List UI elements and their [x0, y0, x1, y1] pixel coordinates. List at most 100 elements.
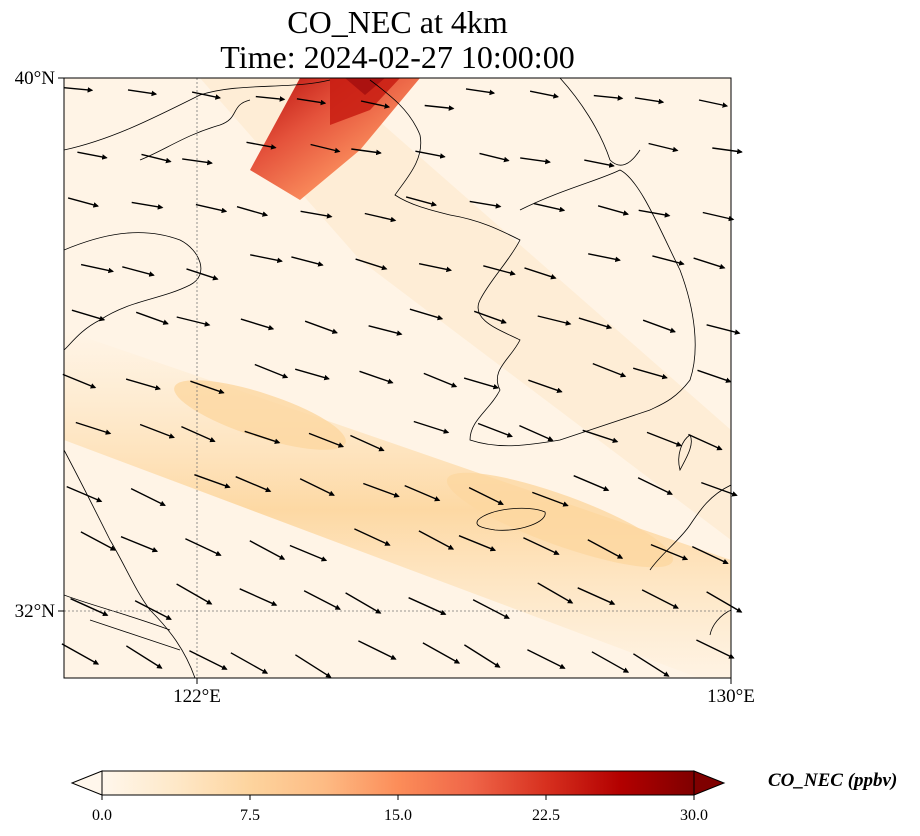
- wind-vector: [588, 253, 621, 263]
- wind-vector: [300, 210, 333, 219]
- wind-vector: [458, 535, 497, 552]
- colorbar: 0.0 7.5 15.0 22.5 30.0: [70, 770, 726, 824]
- concentration-field: [64, 78, 731, 678]
- wind-vector: [404, 484, 441, 502]
- wind-vector: [63, 87, 94, 93]
- wind-vector: [582, 429, 619, 443]
- wind-vector: [477, 422, 513, 438]
- wind-vector: [634, 97, 665, 105]
- lon-tick-130e: 130°E: [707, 686, 755, 707]
- wind-vector: [465, 88, 496, 96]
- wind-vector: [688, 433, 723, 451]
- wind-vector: [191, 91, 221, 100]
- colorbar-tick-0: 0.0: [92, 807, 112, 824]
- wind-vector: [194, 474, 231, 489]
- wind-vector: [464, 644, 501, 668]
- wind-vector: [255, 95, 286, 102]
- colorbar-extend-high: [693, 770, 726, 796]
- lat-tick-32n: 32°N: [15, 601, 56, 622]
- wind-vector: [127, 89, 158, 97]
- wind-vector: [239, 588, 278, 606]
- gridlines: [64, 78, 731, 678]
- wind-vector: [691, 545, 729, 565]
- wind-vector: [578, 317, 613, 330]
- wind-vector: [236, 206, 269, 217]
- wind-vector: [189, 650, 228, 670]
- wind-vector: [573, 475, 610, 492]
- wind-vector: [405, 196, 437, 207]
- wind-vector: [520, 157, 551, 165]
- wind-vector: [354, 528, 391, 546]
- wind-vector: [693, 257, 726, 270]
- wind-vector: [77, 151, 108, 160]
- wind-vector: [249, 540, 286, 560]
- wind-vector: [364, 212, 397, 223]
- wind-vector: [235, 476, 272, 493]
- wind-vector: [469, 200, 502, 209]
- wind-vector: [182, 158, 213, 166]
- wind-vector: [66, 485, 103, 503]
- wind-vector: [70, 598, 109, 617]
- wind-vector: [135, 311, 169, 325]
- wind-vectors: [61, 87, 743, 678]
- wind-vector: [230, 652, 269, 674]
- wind-vector: [360, 100, 391, 109]
- lon-tick-122e: 122°E: [173, 686, 221, 707]
- colorbar-tick-4: 30.0: [680, 807, 708, 824]
- wind-vector: [479, 152, 510, 163]
- wind-vector: [289, 544, 328, 562]
- wind-vector: [359, 370, 394, 384]
- wind-vector: [483, 265, 516, 276]
- wind-vector: [181, 425, 216, 443]
- map-frame: [63, 77, 732, 679]
- wind-vector: [240, 318, 275, 331]
- colorbar-tick-3: 22.5: [532, 807, 560, 824]
- wind-vector: [368, 325, 403, 336]
- lat-tick-40n: 40°N: [15, 68, 56, 89]
- wind-vector: [413, 420, 450, 434]
- wind-vector: [537, 582, 574, 604]
- wind-vector: [250, 254, 283, 264]
- wind-vector: [592, 362, 627, 378]
- wind-vector: [350, 434, 385, 452]
- wind-vector: [185, 538, 222, 556]
- wind-vector: [712, 147, 743, 155]
- axis-ticks: [58, 77, 732, 684]
- wind-vector: [141, 153, 172, 164]
- map-title-line-2: Time: 2024-02-27 10:00:00: [220, 39, 575, 75]
- wind-vector: [527, 649, 566, 669]
- wind-vector: [463, 377, 499, 390]
- wind-vector: [62, 373, 97, 389]
- colorbar-tick-2: 15.0: [384, 807, 412, 824]
- map-title-line-1: CO_NEC at 4km: [287, 4, 508, 40]
- wind-vector: [706, 591, 743, 613]
- wind-vector: [254, 363, 289, 379]
- wind-vector: [120, 536, 159, 553]
- wind-vector: [244, 430, 281, 444]
- wind-vector: [633, 367, 668, 380]
- wind-vector: [351, 148, 382, 156]
- wind-vector: [641, 589, 679, 609]
- colorbar-extend-low: [70, 770, 103, 796]
- wind-vector: [296, 98, 327, 106]
- wind-vector: [415, 150, 446, 159]
- wind-vector: [358, 640, 397, 660]
- wind-vector: [473, 310, 507, 324]
- wind-vector: [593, 94, 624, 101]
- wind-vector: [190, 380, 225, 394]
- wind-vector: [299, 478, 335, 496]
- wind-vector: [176, 316, 211, 327]
- wind-vector: [408, 597, 447, 616]
- wind-vector: [61, 643, 100, 665]
- wind-vector: [533, 202, 566, 213]
- wind-vector: [652, 255, 685, 266]
- wind-vector: [696, 639, 735, 659]
- colorbar-label: CO_NEC (ppbv): [768, 770, 898, 791]
- wind-vector: [646, 431, 683, 447]
- wind-vector: [304, 320, 338, 334]
- wind-vector: [308, 432, 345, 448]
- wind-vector: [697, 369, 732, 383]
- wind-vector: [418, 263, 452, 273]
- wind-vector: [633, 653, 670, 677]
